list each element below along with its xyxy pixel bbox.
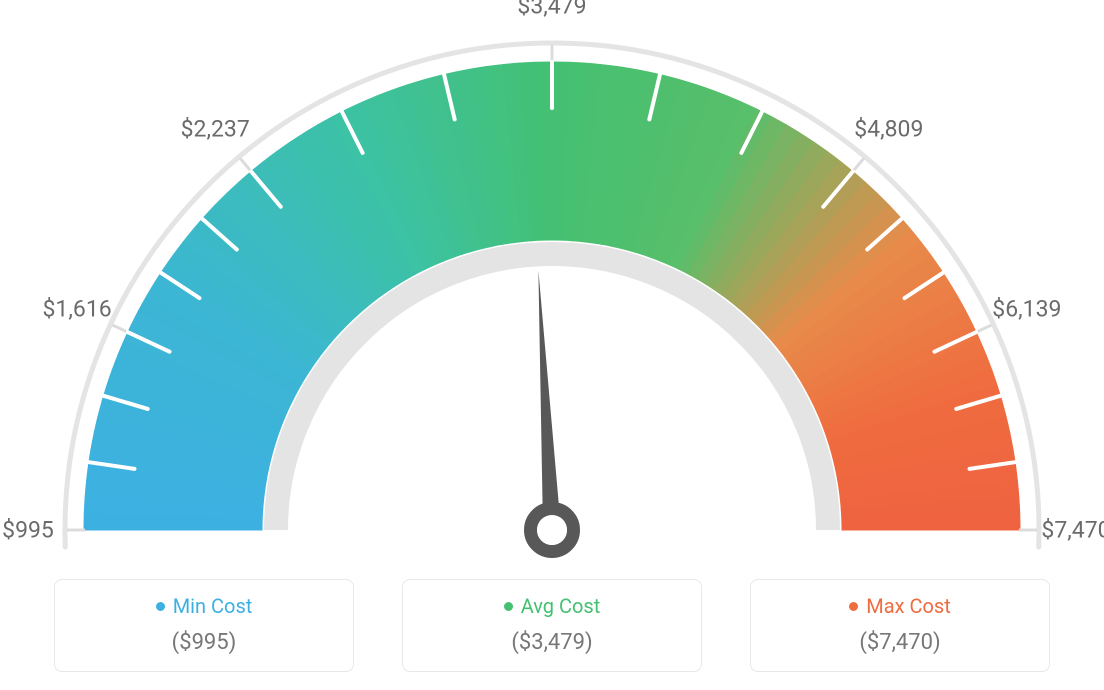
legend-title-label: Min Cost xyxy=(173,594,253,618)
dot-icon xyxy=(156,602,165,611)
legend-value-avg: ($3,479) xyxy=(413,630,691,655)
gauge-tick-label: $1,616 xyxy=(43,295,112,322)
dot-icon xyxy=(849,602,858,611)
dot-icon xyxy=(504,602,513,611)
gauge-tick-label: $995 xyxy=(2,517,54,544)
gauge-tick-label: $2,237 xyxy=(181,115,250,142)
legend-title-min: Min Cost xyxy=(156,594,253,618)
legend-card-max: Max Cost ($7,470) xyxy=(750,579,1050,672)
gauge-area: $995 $1,616 $2,237 $3,479 $4,809 $6,139 $7,470 xyxy=(0,0,1104,560)
gauge-tick-label: $4,809 xyxy=(854,115,923,142)
chart-container: $995 $1,616 $2,237 $3,479 $4,809 $6,139 $7,470… xyxy=(0,0,1104,690)
gauge-svg xyxy=(0,0,1104,580)
legend-value-max: ($7,470) xyxy=(761,630,1039,655)
legend-title-label: Max Cost xyxy=(866,594,951,618)
legend-value-min: ($995) xyxy=(65,630,343,655)
legend-title-avg: Avg Cost xyxy=(504,594,601,618)
legend-row: Min Cost ($995) Avg Cost ($3,479) Max Co… xyxy=(0,579,1104,672)
gauge-tick-label: $3,479 xyxy=(517,0,586,20)
gauge-tick-label: $7,470 xyxy=(1041,517,1104,544)
legend-card-avg: Avg Cost ($3,479) xyxy=(402,579,702,672)
legend-title-max: Max Cost xyxy=(849,594,951,618)
legend-title-label: Avg Cost xyxy=(521,594,601,618)
gauge-tick-label: $6,139 xyxy=(992,295,1061,322)
legend-card-min: Min Cost ($995) xyxy=(54,579,354,672)
